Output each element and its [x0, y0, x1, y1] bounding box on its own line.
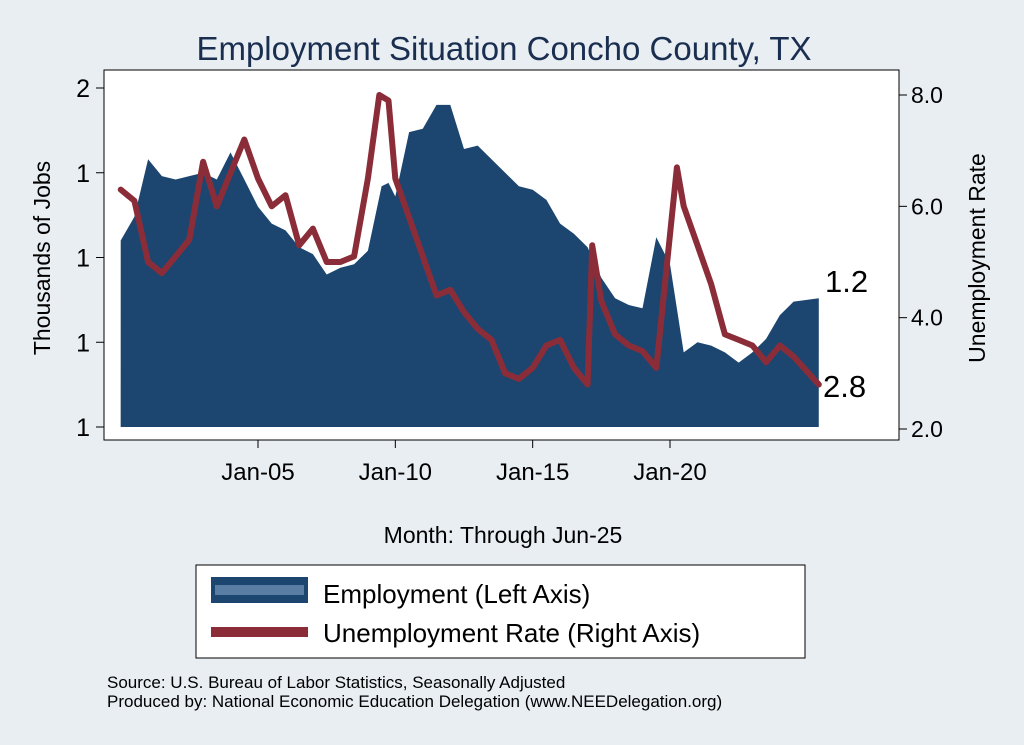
employment-area-layer [120, 104, 819, 428]
y-left-tick-label: 1 [76, 329, 90, 357]
source-notes: Source: U.S. Bureau of Labor Statistics,… [107, 673, 722, 711]
legend: Employment (Left Axis) Unemployment Rate… [195, 564, 806, 659]
x-tick-label: Jan-20 [633, 459, 706, 486]
x-tick-label: Jan-05 [221, 459, 294, 486]
legend-swatch-unemployment [211, 627, 308, 637]
end-label-unemployment: 2.8 [823, 369, 866, 404]
employment-area [120, 104, 819, 428]
chart-title: Employment Situation Concho County, TX [196, 30, 811, 67]
unemployment-line-layer [117, 92, 822, 388]
x-tick-label: Jan-10 [359, 459, 432, 486]
y-left-tick-label: 1 [76, 160, 90, 188]
end-label-employment: 1.2 [825, 264, 868, 299]
y-right-tick-label: 6.0 [911, 193, 943, 219]
source-line: Source: U.S. Bureau of Labor Statistics,… [107, 673, 566, 692]
y-left-label: Thousands of Jobs [29, 161, 55, 355]
x-tick-label: Jan-15 [496, 459, 569, 486]
y-left-tick-label: 2 [76, 75, 90, 103]
x-axis-label: Month: Through Jun-25 [384, 522, 623, 548]
y-right-tick-label: 4.0 [911, 305, 943, 331]
y-right-tick-label: 2.0 [911, 416, 943, 442]
legend-swatch-employment-highlight [215, 585, 304, 595]
axis-layer: 1 1 1 1 2 2.0 4.0 6.0 8.0 Jan-05 Jan-10 Jan-15 Jan-2… [76, 75, 943, 486]
y-right-label: Unemployment Rate [964, 153, 990, 363]
produced-by-line: Produced by: National Economic Education… [107, 692, 723, 711]
y-right-tick-label: 8.0 [911, 82, 943, 108]
legend-label-unemployment: Unemployment Rate (Right Axis) [323, 618, 700, 648]
y-left-tick-label: 1 [76, 414, 90, 442]
y-left-tick-label: 1 [76, 245, 90, 273]
legend-label-employment: Employment (Left Axis) [323, 579, 590, 609]
